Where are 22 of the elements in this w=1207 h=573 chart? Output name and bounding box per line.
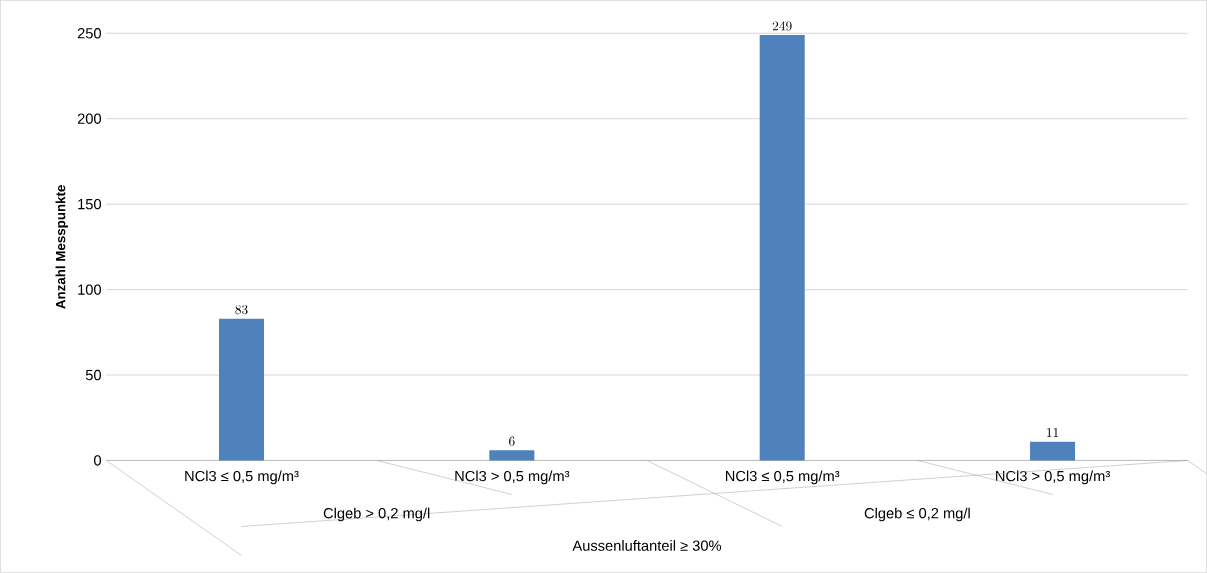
y-axis-title: Anzahl Messpunkte	[55, 185, 68, 309]
bar	[489, 450, 535, 461]
y-tick-label: 100	[78, 284, 102, 295]
y-tick-label: 200	[77, 113, 102, 125]
text: Aussenluftanteil ≥ 30%	[572, 540, 722, 551]
y-tick-label: 50	[85, 369, 102, 381]
y-tick-label: 250	[77, 28, 102, 39]
bar	[759, 35, 805, 461]
text: Clgeb > 0,2 mg/l	[323, 507, 430, 522]
y-tick-label: 0	[94, 455, 102, 466]
data-label: 6	[509, 436, 515, 446]
text: Clgeb ≤ 0,2 mg/l	[864, 507, 970, 522]
data-label: 83	[235, 305, 248, 315]
bar	[1030, 441, 1076, 461]
bar	[218, 318, 264, 461]
x-tick-label: NCl3 ≤ 0,5 mg/m³	[185, 470, 299, 485]
x-tick-label: NCl3 > 0,5 mg/m³	[996, 470, 1110, 485]
x-tick-label: NCl3 > 0,5 mg/m³	[455, 470, 570, 485]
y-tick-label: 150	[78, 199, 102, 210]
data-label: 249	[772, 21, 792, 31]
data-label: 11	[1047, 428, 1059, 438]
x-tick-label: NCl3 ≤ 0,5 mg/m³	[725, 470, 840, 485]
